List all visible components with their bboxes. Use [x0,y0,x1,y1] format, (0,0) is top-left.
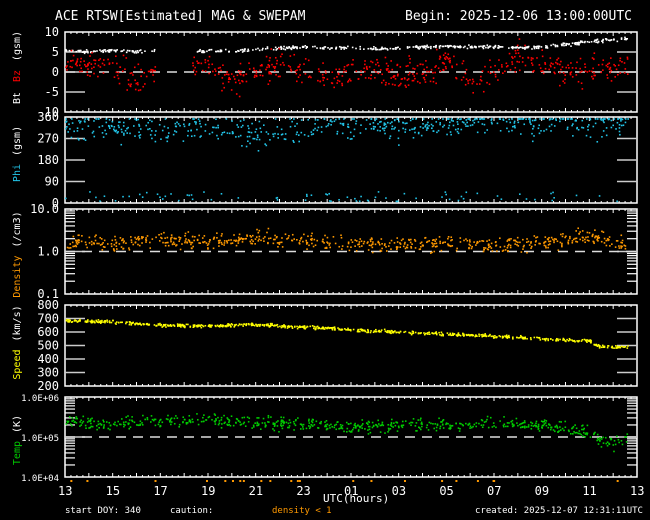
y-tick-label: 600 [37,325,59,339]
caution-marker [205,480,208,482]
start-doy: start DOY: 340 [65,506,141,516]
caution-marker [231,480,234,482]
y-tick-label: 300 [37,366,59,380]
caution-label: caution: [170,506,214,516]
caution-marker [269,480,272,482]
y-tick-label: 360 [37,110,59,124]
y-tick-label: 1.0E+05 [21,434,59,444]
begin-timestamp: Begin: 2025-12-06 13:00:00UTC [405,9,632,24]
caution-marker [290,480,293,482]
x-tick-label: 03 [391,484,407,498]
x-tick-label: 05 [439,484,454,498]
caution-marker [616,480,619,482]
y-tick-label: 270 [37,132,59,146]
caution-value: density < 1 [272,506,332,516]
y-axis-label-phi: Phi (gsm) [12,126,23,182]
svg-text:Density: Density [12,256,23,298]
caution-marker [70,480,73,482]
chart-title: ACE RTSW[Estimated] MAG & SWEPAM [55,9,306,24]
svg-text:Phi: Phi [12,164,23,182]
svg-text:(gsm): (gsm) [12,126,23,156]
y-tick-label: 90 [45,175,59,189]
svg-text:(gsm): (gsm) [12,31,23,61]
panel-phi: 360 270 180 90 0 [37,110,638,210]
x-tick-label: 09 [534,484,550,498]
svg-text:Bz: Bz [12,70,23,82]
x-tick-label: 11 [582,484,597,498]
x-tick-label: 07 [487,484,502,498]
svg-text:Temp: Temp [12,441,23,465]
y-tick-label: 200 [37,379,59,393]
y-tick-label: 10.0 [30,202,59,216]
x-tick-label: 13 [58,484,73,498]
y-tick-label: 500 [37,339,59,353]
x-axis-title: UTC(hours) [323,492,390,505]
caution-marker [493,480,496,482]
caution-marker [403,480,406,482]
caution-marker [296,480,299,482]
x-tick-label: 15 [105,484,121,498]
y-axis-label-density: Density (/cm3) [12,211,23,297]
x-tick-label: 23 [296,484,311,498]
caution-marker [441,480,444,482]
y-tick-label: 0.1 [37,287,59,301]
y-tick-label: 1.0E+06 [21,394,59,404]
svg-text:(km/s): (km/s) [12,305,23,341]
caution-marker [352,480,355,482]
y-tick-label: 10 [45,25,59,39]
x-tick-label: 01 [344,484,359,498]
caution-marker [455,480,458,482]
caution-marker [86,480,89,482]
x-tick-label: 21 [248,484,264,498]
caution-marker [224,480,227,482]
svg-text:Speed: Speed [12,350,23,380]
y-tick-label: 5 [52,45,59,59]
y-tick-label: 1.0 [37,245,59,259]
panel-temp: 1.0E+06 1.0E+05 1.0E+04 [21,394,638,484]
y-tick-label: 0 [52,65,59,79]
caution-marker [476,480,479,482]
caution-marker [370,480,373,482]
y-tick-label: -10 [37,105,59,119]
y-tick-label: 0 [52,196,59,210]
caution-marker [298,480,301,482]
y-tick-label: 400 [37,352,59,366]
y-axis-label-temp: Temp (K) [12,415,23,465]
y-axis-label-speed: Speed (km/s) [12,305,23,379]
caution-marker [154,480,157,482]
x-tick-label: 17 [153,484,168,498]
y-tick-label: 1.0E+04 [21,474,59,484]
caution-marker [239,480,242,482]
panel-density: 10.0 1.0 0.1 [30,202,638,301]
svg-text:(/cm3): (/cm3) [12,211,23,247]
y-tick-label: 800 [37,298,59,312]
x-tick-label: 13 [630,484,645,498]
created-timestamp: created: 2025-12-07 12:31:11UTC [475,506,643,516]
caution-marker [260,480,263,482]
x-tick-label: 19 [201,484,216,498]
svg-text:Bt: Bt [12,92,23,104]
y-axis-label-bt-bz: Bt Bz (gsm) [12,31,23,104]
y-tick-label: 700 [37,312,59,326]
y-tick-label: 180 [37,153,59,167]
svg-text:(K): (K) [12,415,23,433]
y-tick-label: -5 [45,85,59,99]
caution-marker [242,480,245,482]
panel-bt-bz: 10 5 0 -5 -10 [37,25,638,119]
